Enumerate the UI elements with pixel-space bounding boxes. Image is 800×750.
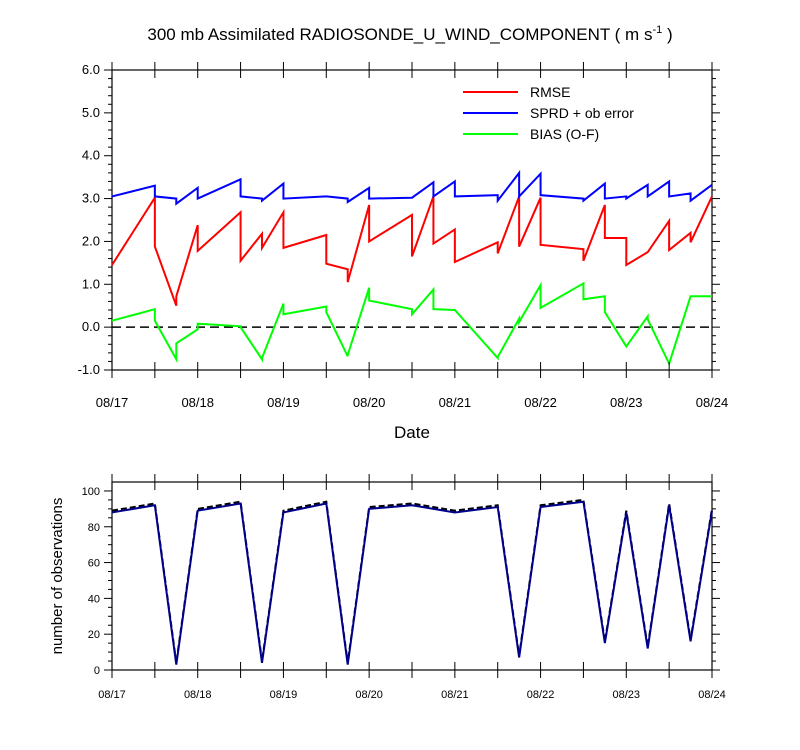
- legend-label-sprd: SPRD + ob error: [530, 105, 634, 121]
- y-tick-label: -1.0: [78, 362, 100, 377]
- x-tick-label: 08/18: [184, 689, 212, 701]
- series-line-assimilated: [111, 500, 713, 665]
- y-tick-label: 1.0: [82, 276, 100, 291]
- x-tick-label: 08/20: [355, 689, 383, 701]
- y-tick-label: 0: [94, 665, 100, 677]
- y-tick-label: 0.0: [82, 319, 100, 334]
- y-tick-label: 100: [82, 486, 100, 498]
- x-tick-label: 08/17: [98, 689, 126, 701]
- y-tick-label: 40: [88, 593, 100, 605]
- x-tick-label: 08/19: [267, 395, 300, 410]
- chart-title: 300 mb Assimilated RADIOSONDE_U_WIND_COM…: [147, 24, 672, 44]
- x-tick-label: 08/21: [439, 395, 472, 410]
- y-tick-label: 80: [88, 522, 100, 534]
- x-tick-label: 08/17: [96, 395, 129, 410]
- series-line-rmse: [111, 194, 713, 307]
- series-line-bias-o-f: [111, 281, 712, 367]
- x-tick-label: 08/19: [270, 689, 298, 701]
- x-tick-label: 08/24: [696, 395, 729, 410]
- y-tick-label: 2.0: [82, 233, 100, 248]
- legend-label-rmse: RMSE: [530, 84, 570, 100]
- top-chart-panel: -1.0 0.0 1.0 2.0 3.0 4.0 5.0 6.0 08/17 08/18 08/1…: [78, 62, 729, 442]
- y-tick-label: 60: [88, 558, 100, 570]
- bottom-chart-panel: 0 20 40 60 80 100 08/17 08/18 08/19 08/20 08/21 08…: [49, 474, 726, 701]
- legend: RMSE SPRD + ob error BIAS (O-F): [463, 84, 634, 142]
- legend-label-bias: BIAS (O-F): [530, 126, 599, 142]
- x-tick-label: 08/23: [613, 689, 641, 701]
- y-tick-label: 6.0: [82, 62, 100, 77]
- bottom-y-axis-label: number of observations: [49, 498, 66, 655]
- top-x-axis-label: Date: [394, 423, 430, 442]
- y-tick-label: 3.0: [82, 191, 100, 206]
- x-tick-label: 08/21: [441, 689, 469, 701]
- series-line-sprd-ob-error: [111, 169, 713, 206]
- x-tick-label: 08/22: [524, 395, 557, 410]
- y-tick-label: 5.0: [82, 105, 100, 120]
- x-tick-label: 08/20: [353, 395, 386, 410]
- y-tick-label: 4.0: [82, 148, 100, 163]
- x-tick-label: 08/24: [698, 689, 726, 701]
- y-tick-label: 20: [88, 629, 100, 641]
- x-tick-label: 08/22: [527, 689, 555, 701]
- x-tick-label: 08/23: [610, 395, 643, 410]
- series-line-possible: [111, 498, 713, 663]
- x-tick-label: 08/18: [181, 395, 214, 410]
